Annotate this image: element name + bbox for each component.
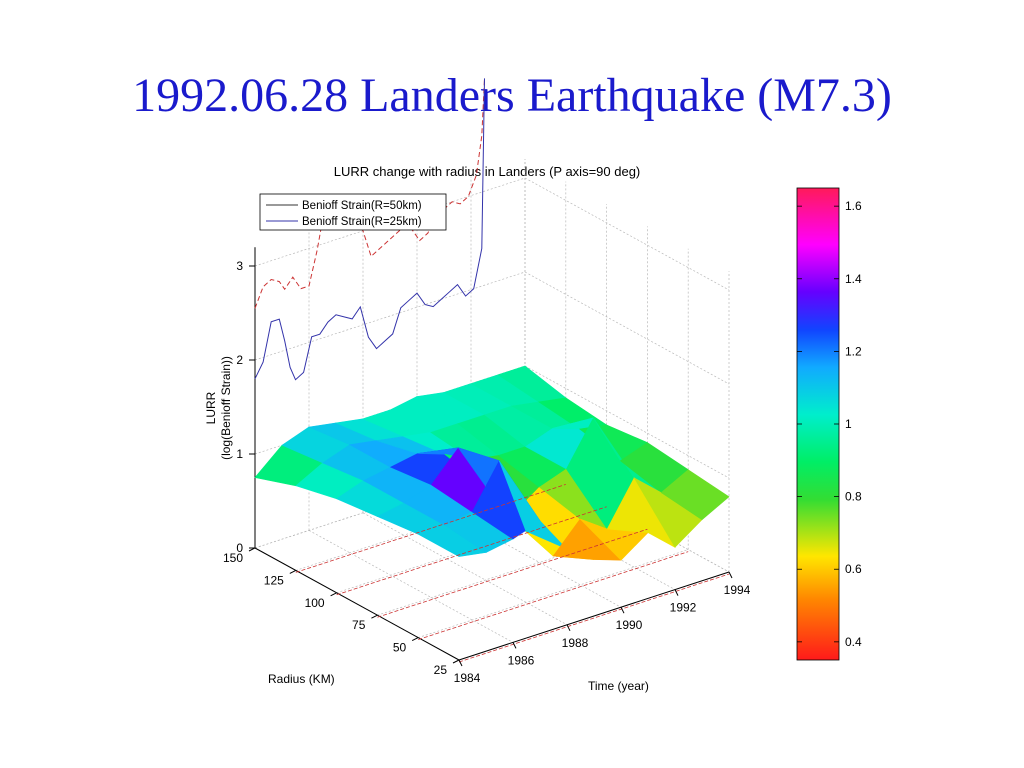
floor-line-r-75 (377, 528, 648, 618)
radius-tick-mark (371, 614, 378, 619)
colorbar-tick-label: 1.6 (845, 199, 862, 213)
colorbar: 0.4 0.6 0.8 1 1.2 1.4 1.6 (796, 187, 862, 661)
y-axis-label: Time (year) (588, 679, 649, 693)
colorbar-tick-label: 1 (845, 417, 852, 431)
radius-axis-line (254, 547, 460, 661)
legend-entry-r50: Benioff Strain(R=50km) (302, 200, 422, 212)
colorbar-tick-label: 0.6 (845, 562, 862, 576)
surface-cell (660, 469, 730, 521)
time-tick-label: 1994 (724, 583, 751, 597)
floor-line-r-125 (295, 484, 566, 573)
legend-entry-r25: Benioff Strain(R=25km) (302, 216, 422, 228)
grid-back-z-2 (254, 271, 526, 361)
time-tick-mark (728, 571, 733, 579)
colorbar-gradient (796, 187, 840, 661)
radius-tick-label: 25 (434, 663, 448, 677)
floor-series (295, 484, 730, 663)
radius-tick-mark (248, 547, 256, 552)
lurr-surface (254, 365, 730, 561)
benioff-r25-line (254, 78, 485, 381)
z-tick-label: 0 (236, 541, 243, 555)
grid-side-z-3 (524, 177, 730, 291)
z-axis-label-2: (log(Benioff Strain)) (219, 356, 233, 460)
legend-box (259, 193, 447, 231)
floor-line-r-100 (336, 506, 607, 596)
colorbar-tick-label: 1.4 (845, 272, 862, 286)
z-tick-label: 3 (236, 259, 243, 273)
time-tick-label: 1986 (508, 653, 535, 667)
time-tick-label: 1984 (454, 671, 481, 685)
grid-floor-t-1988 (362, 512, 568, 626)
legend: Benioff Strain(R=50km) Benioff Strain(R=… (259, 193, 447, 231)
radius-tick-label: 150 (223, 551, 243, 565)
time-tick-mark (458, 659, 463, 667)
z-tick-label: 1 (236, 447, 243, 461)
grid-floor-r-50 (418, 549, 689, 638)
slide-title: 1992.06.28 Landers Earthquake (M7.3) (132, 69, 892, 122)
grid-floor-t-1990 (416, 494, 622, 608)
axis-ticks: 0 1 2 3 150 125 100 75 50 25 1984 1986 1988 1990 1992 1… (223, 259, 751, 685)
benioff-series (254, 78, 485, 381)
time-tick-label: 1992 (670, 601, 697, 615)
radius-tick-label: 75 (352, 618, 366, 632)
radius-tick-label: 50 (393, 641, 407, 655)
time-tick-label: 1988 (562, 636, 589, 650)
time-tick-mark (674, 589, 679, 596)
radius-tick-label: 125 (264, 573, 284, 587)
time-tick-mark (566, 624, 571, 632)
radius-tick-mark (411, 637, 419, 642)
x-axis-label: Radius (KM) (268, 672, 335, 686)
colorbar-tick-label: 0.8 (845, 490, 862, 504)
colorbar-tick-label: 1.2 (845, 344, 862, 358)
floor-line-r-25 (458, 573, 730, 663)
grid-side-z-2 (524, 271, 730, 385)
colorbar-tick-label: 0.4 (845, 635, 862, 649)
chart-title: LURR change with radius in Landers (P ax… (334, 164, 641, 179)
time-axis-line (458, 571, 730, 661)
floor-line-r-50 (418, 551, 689, 640)
grid-side-z-1 (524, 365, 730, 479)
time-tick-mark (512, 642, 517, 649)
time-tick-label: 1990 (616, 618, 643, 632)
radius-tick-label: 100 (305, 596, 325, 610)
time-tick-mark (620, 606, 625, 614)
z-axis-label-1: LURR (204, 391, 218, 424)
radius-tick-mark (452, 659, 460, 664)
z-tick-label: 2 (236, 353, 243, 367)
benioff-r50-line (254, 78, 485, 309)
radius-tick-mark (289, 569, 297, 574)
radius-tick-mark (330, 592, 337, 597)
grid-floor-t-1986 (308, 530, 514, 643)
